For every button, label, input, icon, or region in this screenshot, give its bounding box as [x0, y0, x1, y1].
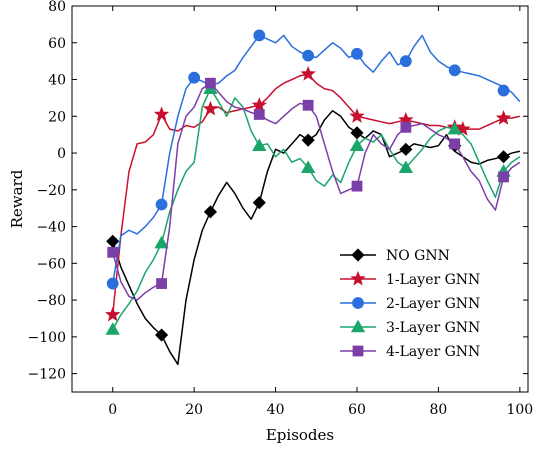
series-3-layer-gnn [105, 81, 521, 335]
data-point [156, 278, 167, 289]
y-tick-label: 40 [48, 73, 66, 89]
legend-entry: 2-Layer GNN [340, 296, 480, 312]
y-tick-label: 0 [57, 146, 66, 162]
y-tick-label: −40 [36, 220, 66, 236]
x-tick-label: 40 [267, 402, 285, 418]
data-point [400, 121, 412, 133]
data-point [351, 47, 363, 60]
data-point [350, 126, 364, 140]
data-point [253, 29, 266, 42]
legend-entry: 4-Layer GNN [340, 344, 480, 360]
plot-area [71, 5, 529, 393]
data-point [155, 328, 169, 342]
data-point [153, 106, 170, 122]
data-point [106, 234, 120, 248]
data-point [302, 49, 315, 62]
legend-label: 1-Layer GNN [386, 272, 480, 288]
legend-marker [352, 345, 364, 357]
y-tick-label: 20 [48, 109, 66, 125]
data-point [202, 100, 219, 116]
y-axis-title: Reward [8, 169, 26, 228]
data-point [107, 246, 119, 258]
y-tick-label: −120 [28, 367, 66, 383]
data-point [105, 306, 121, 322]
data-point [252, 138, 267, 151]
data-point [203, 205, 217, 219]
x-tick-label: 100 [506, 402, 533, 418]
data-point [399, 142, 413, 156]
data-point [351, 180, 363, 192]
y-tick-label: −60 [36, 256, 66, 272]
y-tick-label: 80 [48, 0, 66, 15]
legend-entry: 3-Layer GNN [340, 319, 480, 336]
plot-frame [71, 5, 529, 393]
data-point [252, 196, 266, 210]
data-point [155, 198, 168, 211]
legend-entry: NO GNN [340, 248, 450, 264]
legend-label: NO GNN [386, 248, 450, 264]
series-layer [105, 29, 521, 366]
series-4-layer-gnn [107, 77, 521, 301]
legend-marker [350, 319, 366, 333]
data-point [106, 277, 119, 290]
data-point [497, 150, 511, 164]
data-point [251, 97, 267, 112]
y-tick-label: −20 [36, 183, 66, 199]
legend-entry: 1-Layer GNN [340, 270, 480, 288]
x-tick-label: 0 [108, 402, 117, 418]
data-point [188, 71, 201, 84]
data-point [447, 121, 462, 135]
x-tick-label: 80 [430, 402, 448, 418]
ticks-layer: 0 20 40 60 80 100 −120 −100 −80 −60 −40 −20 0 20 40 60 8… [28, 0, 534, 418]
data-point [300, 65, 316, 81]
data-point [301, 133, 315, 147]
series-2-layer-gnn [106, 29, 521, 290]
data-point [448, 64, 461, 77]
legend-label: 3-Layer GNN [386, 320, 480, 336]
data-point [497, 84, 510, 97]
data-point [349, 138, 365, 151]
y-tick-label: −100 [28, 330, 66, 346]
data-point [154, 235, 169, 249]
x-tick-label: 20 [185, 402, 203, 418]
data-point [300, 160, 316, 174]
data-point [498, 171, 509, 183]
data-point [399, 55, 412, 68]
legend-label: 2-Layer GNN [386, 296, 480, 312]
data-point [253, 109, 265, 120]
series-line [111, 82, 521, 301]
data-point [349, 108, 365, 123]
data-point [205, 77, 216, 89]
data-point [449, 138, 461, 150]
y-tick-label: −80 [36, 293, 66, 309]
x-axis-title: Episodes [266, 426, 334, 444]
data-point [105, 322, 120, 335]
legend-marker [350, 270, 366, 286]
legend: NO GNN 1-Layer GNN 2-Layer GNN 3-Layer GNN 4… [340, 248, 480, 360]
data-point [302, 99, 314, 111]
data-point [455, 121, 471, 136]
legend-marker [352, 297, 364, 309]
legend-marker [351, 248, 365, 262]
y-tick-label: 60 [48, 36, 66, 52]
data-point [398, 160, 414, 174]
data-point [495, 110, 512, 125]
legend-label: 4-Layer GNN [386, 344, 480, 360]
x-tick-label: 60 [348, 402, 366, 418]
